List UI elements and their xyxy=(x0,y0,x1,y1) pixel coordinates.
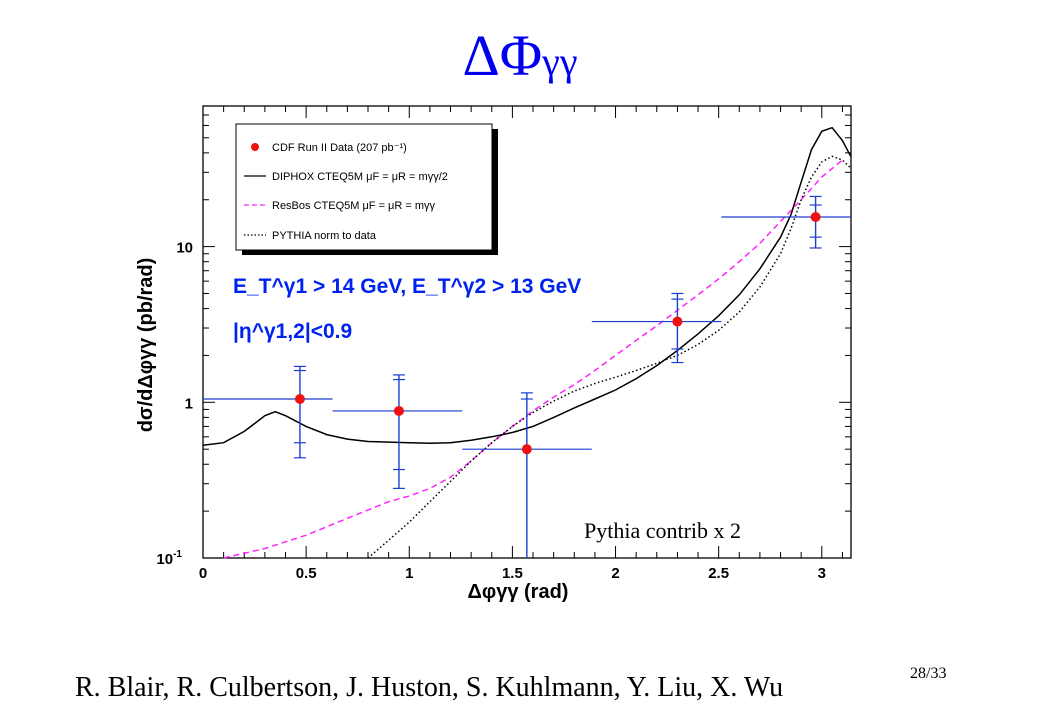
x-tick-label: 1.5 xyxy=(502,565,523,582)
x-tick-label: 1 xyxy=(405,565,413,582)
cuts-line-2: |η^γ1,2|<0.9 xyxy=(233,320,352,343)
y-axis-title: dσ/dΔφγγ (pb/rad) xyxy=(135,258,157,433)
slide-title: ΔΦγγ xyxy=(0,22,1040,89)
axis-ticks xyxy=(202,105,851,559)
authors-line: R. Blair, R. Culbertson, J. Huston, S. K… xyxy=(75,672,784,703)
x-axis-title: Δφγγ (rad) xyxy=(468,581,569,603)
legend-box xyxy=(235,123,493,251)
x-tick-label: 0.5 xyxy=(296,565,317,582)
data-point xyxy=(672,316,683,327)
series-curve-dashed xyxy=(223,159,843,559)
data-point xyxy=(521,444,532,455)
data-point xyxy=(393,405,404,416)
pythia-annotation: Pythia contrib x 2 xyxy=(584,518,741,543)
slide-title-sub: γγ xyxy=(542,39,578,84)
legend-label-pythia: PYTHIA norm to data xyxy=(272,230,377,242)
y-tick-label: 10-1 xyxy=(156,549,182,568)
y-tick-label: 1 xyxy=(185,395,193,412)
legend-label-data: CDF Run II Data (207 pb⁻¹) xyxy=(272,142,407,154)
x-tick-label: 2 xyxy=(611,565,619,582)
x-tick-label: 0 xyxy=(199,565,207,582)
series-curve-solid xyxy=(202,126,852,446)
legend-label-resbos: ResBos CTEQ5M μF = μR = mγγ xyxy=(272,200,436,212)
data-point xyxy=(294,394,305,405)
data-point xyxy=(810,211,821,222)
slide-title-main: ΔΦ xyxy=(462,23,543,88)
page-number: 28/33 xyxy=(910,665,947,682)
cuts-line-1: E_T^γ1 > 14 GeV, E_T^γ2 > 13 GeV xyxy=(233,275,581,298)
legend-label-diphox: DIPHOX CTEQ5M μF = μR = mγγ/2 xyxy=(272,171,448,183)
x-tick-label: 2.5 xyxy=(708,565,729,582)
axis-tick-labels: 0 0.5 1 1.5 2 2.5 3 10-1 1 10 xyxy=(156,240,826,582)
x-tick-label: 3 xyxy=(818,565,826,582)
data-points xyxy=(203,195,851,558)
legend-marker-data xyxy=(251,143,259,151)
theory-curves xyxy=(202,126,852,559)
legend: CDF Run II Data (207 pb⁻¹) DIPHOX CTEQ5M… xyxy=(235,123,498,255)
y-tick-label: 10 xyxy=(176,240,193,257)
